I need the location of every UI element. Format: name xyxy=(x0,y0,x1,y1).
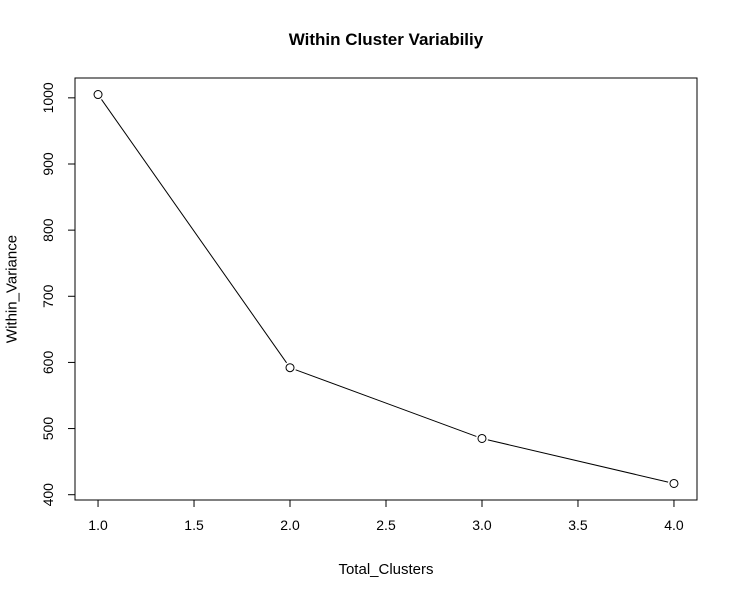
series-line-segment xyxy=(295,369,477,437)
y-tick-label: 600 xyxy=(40,351,56,375)
y-axis-label: Within_Variance xyxy=(3,234,21,344)
series-layer xyxy=(93,90,679,488)
data-point xyxy=(93,90,103,100)
y-axis: 400 500 600 700 800 900 1000 xyxy=(40,82,76,507)
y-tick-label: 700 xyxy=(40,284,56,308)
x-axis: 1.0 1.5 2.0 2.5 3.0 3.5 4.0 xyxy=(88,499,684,533)
x-tick-label: 3.5 xyxy=(568,517,588,533)
y-tick-label: 800 xyxy=(40,218,56,242)
x-axis-label: Total_Clusters xyxy=(338,561,434,578)
plot-frame xyxy=(74,77,698,501)
series-line-segment xyxy=(101,99,287,364)
x-tick-label: 3.0 xyxy=(472,517,492,533)
x-tick-label: 1.5 xyxy=(184,517,204,533)
data-point xyxy=(285,363,295,373)
series-line-segment xyxy=(487,439,669,483)
x-tick-label: 1.0 xyxy=(88,517,108,533)
data-point xyxy=(669,478,679,488)
y-tick-label: 900 xyxy=(40,152,56,176)
y-tick-label: 500 xyxy=(40,417,56,441)
chart-title: Within Cluster Variabiliy xyxy=(288,30,484,49)
x-tick-label: 2.0 xyxy=(280,517,300,533)
x-tick-label: 4.0 xyxy=(664,517,684,533)
y-tick-label: 1000 xyxy=(40,82,56,113)
data-point xyxy=(477,433,487,443)
x-tick-label: 2.5 xyxy=(376,517,396,533)
y-tick-label: 400 xyxy=(40,483,56,507)
